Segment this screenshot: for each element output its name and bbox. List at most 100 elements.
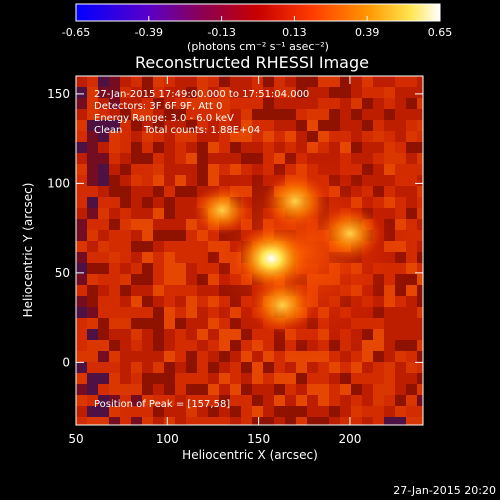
image-pixel [98,142,109,153]
image-pixel [153,296,164,307]
image-pixel [153,98,164,109]
image-pixel [252,373,263,384]
image-pixel [197,186,208,197]
image-pixel [164,406,175,417]
image-pixel [417,186,423,197]
image-pixel [340,362,351,373]
image-pixel [153,329,164,340]
image-pixel [263,417,274,425]
image-pixel [362,120,373,131]
image-pixel [373,340,384,351]
image-pixel [274,87,285,98]
image-pixel [230,109,241,120]
image-pixel [197,373,208,384]
image-pixel [131,98,142,109]
image-pixel [230,142,241,153]
image-pixel [76,406,87,417]
image-pixel [131,263,142,274]
image-pixel [351,362,362,373]
image-pixel [109,219,120,230]
image-pixel [230,373,241,384]
image-pixel [131,219,142,230]
image-pixel [186,329,197,340]
image-pixel [219,362,230,373]
image-pixel [263,406,274,417]
image-pixel [197,307,208,318]
image-pixel [351,98,362,109]
image-pixel [208,153,219,164]
image-pixel [208,142,219,153]
image-pixel [87,109,98,120]
image-pixel [109,285,120,296]
image-pixel [417,406,423,417]
image-pixel [98,219,109,230]
image-pixel [362,109,373,120]
image-pixel [417,351,423,362]
image-pixel [417,197,423,208]
image-pixel [153,142,164,153]
image-pixel [120,252,131,263]
image-pixel [120,186,131,197]
emission-source [262,173,328,229]
image-pixel [142,230,153,241]
image-pixel [241,131,252,142]
image-pixel [417,285,423,296]
image-pixel [406,329,417,340]
image-pixel [164,395,175,406]
image-pixel [76,76,87,87]
image-pixel [164,142,175,153]
image-pixel [252,362,263,373]
image-pixel [417,340,423,351]
image-pixel [384,175,395,186]
image-pixel [296,76,307,87]
image-pixel [351,76,362,87]
image-pixel [186,164,197,175]
image-pixel [274,98,285,109]
image-pixel [109,208,120,219]
image-pixel [307,417,318,425]
image-pixel [98,274,109,285]
image-pixel [197,406,208,417]
image-pixel [164,98,175,109]
plot-title: Reconstructed RHESSI Image [135,53,369,72]
image-pixel [274,373,285,384]
axis-ticks: 50 100 150 200 0 50 100 150 [47,76,423,446]
image-pixel [109,318,120,329]
image-pixel [263,87,274,98]
annotation-energy: Energy Range: 3.0 - 6.0 keV [94,113,234,124]
image-pixel [197,164,208,175]
image-pixel [373,373,384,384]
image-pixel [384,351,395,362]
image-pixel [197,296,208,307]
image-pixel [208,340,219,351]
image-pixel [406,109,417,120]
image-pixel [186,285,197,296]
image-pixel [142,351,153,362]
image-pixel [87,351,98,362]
annotation-time-range: 27-Jan-2015 17:49:00.000 to 17:51:04.000 [94,89,309,100]
image-pixel [131,197,142,208]
image-pixel [296,373,307,384]
image-pixel [175,186,186,197]
image-pixel [395,87,406,98]
image-pixel [76,307,87,318]
image-pixel [131,186,142,197]
image-pixel [87,362,98,373]
image-pixel [318,109,329,120]
image-pixel [186,362,197,373]
image-pixel [153,318,164,329]
image-pixel [340,417,351,425]
image-pixel [384,417,395,425]
image-pixel [98,384,109,395]
image-pixel [395,186,406,197]
image-pixel [131,175,142,186]
image-pixel [98,318,109,329]
image-pixel [263,362,274,373]
image-pixel [87,417,98,425]
image-pixel [131,241,142,252]
image-pixel [395,373,406,384]
image-pixel [318,131,329,142]
image-pixel [417,120,423,131]
image-pixel [153,230,164,241]
image-pixel [109,120,120,131]
